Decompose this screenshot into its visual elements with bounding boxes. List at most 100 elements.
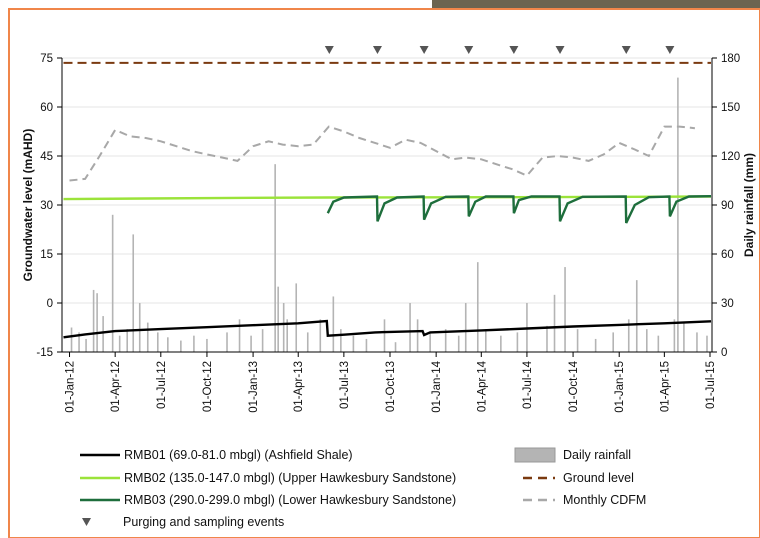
y-tick-label: -15 xyxy=(36,347,53,359)
y-tick-label: 15 xyxy=(40,249,53,261)
rain-bar xyxy=(485,329,487,352)
rain-bar xyxy=(657,335,660,352)
x-tick-label: 01-Apr-15 xyxy=(659,361,671,412)
rain-bar xyxy=(167,337,169,352)
x-tick-label: 01-Oct-14 xyxy=(568,360,580,412)
legend-label: RMB02 (135.0-147.0 mbgl) (Upper Hawkesbu… xyxy=(124,471,456,485)
legend-item: RMB01 (69.0-81.0 mbgl) (Ashfield Shale) xyxy=(80,448,353,462)
photo-strip xyxy=(432,0,760,9)
series-line xyxy=(63,319,712,339)
y-tick-label: 45 xyxy=(40,151,53,163)
rain-bar xyxy=(464,303,467,352)
x-tick-label: 01-Jan-14 xyxy=(431,360,443,412)
rain-bar xyxy=(409,303,411,352)
legend-label: Monthly CDFM xyxy=(563,493,646,507)
legend-swatch xyxy=(82,518,91,526)
legend-item: Ground level xyxy=(523,471,634,485)
y-tick-label: 0 xyxy=(47,298,53,310)
panel-frame xyxy=(8,8,760,538)
rain-bar xyxy=(332,296,335,352)
rain-bar xyxy=(92,289,95,352)
legend-label: Ground level xyxy=(563,471,634,485)
rain-bar xyxy=(352,335,355,352)
rain-bar xyxy=(706,335,708,352)
rain-bar xyxy=(206,338,208,352)
rain-bar xyxy=(238,319,241,352)
rain-bar xyxy=(383,319,386,352)
legend-item: Purging and sampling events xyxy=(82,515,284,529)
rain-bar xyxy=(138,303,141,352)
legend-label: RMB01 (69.0-81.0 mbgl) (Ashfield Shale) xyxy=(124,448,353,462)
rain-bar xyxy=(500,335,502,352)
rain-bar xyxy=(635,280,638,352)
rain-bar xyxy=(132,234,135,352)
rain-bar xyxy=(102,316,104,352)
rain-bar xyxy=(274,164,276,352)
rain-bar xyxy=(306,332,309,352)
y2-tick-label: 180 xyxy=(721,53,740,65)
legend-item: Daily rainfall xyxy=(514,447,631,463)
rain-bar xyxy=(111,214,114,352)
legend-swatch xyxy=(514,447,556,463)
rain-bar xyxy=(696,332,698,352)
rain-bar xyxy=(476,262,479,352)
event-marker xyxy=(324,46,334,54)
event-marker xyxy=(509,46,519,54)
rain-bar xyxy=(564,267,566,352)
event-marker xyxy=(372,46,382,54)
rain-bar xyxy=(70,327,73,352)
rain-bar xyxy=(156,332,159,352)
series-line xyxy=(69,125,696,182)
y-tick-label: 75 xyxy=(40,53,53,65)
rain-bar xyxy=(677,77,679,352)
rain-bar xyxy=(78,332,80,352)
x-tick-label: 01-Apr-13 xyxy=(293,361,305,412)
rain-bar xyxy=(394,342,397,352)
rain-bar xyxy=(295,283,298,352)
x-tick-label: 01-Oct-12 xyxy=(202,361,214,412)
rain-bar xyxy=(96,293,98,352)
event-marker xyxy=(555,46,565,54)
plot-area: -15 0 15 30 45 60 75 0 30 60 90 120 150 180 01-Jan-12 0… xyxy=(36,46,740,413)
y2-tick-label: 30 xyxy=(721,298,734,310)
x-tick-label: 01-Jan-15 xyxy=(614,361,626,413)
legend-item: Monthly CDFM xyxy=(523,493,646,507)
x-tick-label: 01-Jul-12 xyxy=(156,361,168,409)
rain-bar xyxy=(673,319,676,352)
rain-bar xyxy=(286,319,288,352)
rain-bar xyxy=(277,286,279,352)
rain-bar xyxy=(85,338,87,352)
y2-tick-label: 150 xyxy=(721,102,740,114)
rain-bar xyxy=(627,319,630,352)
rain-bar xyxy=(416,319,419,352)
y-tick-label: 30 xyxy=(40,200,53,212)
rain-bar xyxy=(683,322,685,352)
y2-tick-label: 90 xyxy=(721,200,734,212)
x-tick-label: 01-Jul-13 xyxy=(339,361,351,409)
legend-item: RMB02 (135.0-147.0 mbgl) (Upper Hawkesbu… xyxy=(80,471,456,485)
event-marker xyxy=(464,46,474,54)
rain-bar xyxy=(126,329,129,352)
rain-bar xyxy=(146,322,149,352)
rain-bar xyxy=(193,335,195,352)
series-line xyxy=(326,195,712,224)
rain-bar xyxy=(516,332,519,352)
y-tick-label: 60 xyxy=(40,102,53,114)
rain-bar xyxy=(645,329,648,352)
event-marker xyxy=(419,46,429,54)
legend-item: RMB03 (290.0-299.0 mbgl) (Lower Hawkesbu… xyxy=(80,493,456,507)
rain-bar xyxy=(553,294,556,352)
y2-tick-label: 120 xyxy=(721,151,740,163)
rain-bar xyxy=(457,335,460,352)
rain-bar xyxy=(180,340,182,352)
y2-tick-label: 60 xyxy=(721,249,734,261)
x-tick-label: 01-Jul-14 xyxy=(522,360,534,409)
x-tick-label: 01-Apr-12 xyxy=(110,361,122,412)
rain-bar xyxy=(429,332,431,352)
y2-tick-label: 0 xyxy=(721,347,727,359)
legend-label: Daily rainfall xyxy=(563,448,631,462)
rain-bar xyxy=(576,329,579,352)
x-tick-label: 01-Jan-13 xyxy=(248,361,260,413)
x-tick-label: 01-Jul-15 xyxy=(705,361,717,409)
